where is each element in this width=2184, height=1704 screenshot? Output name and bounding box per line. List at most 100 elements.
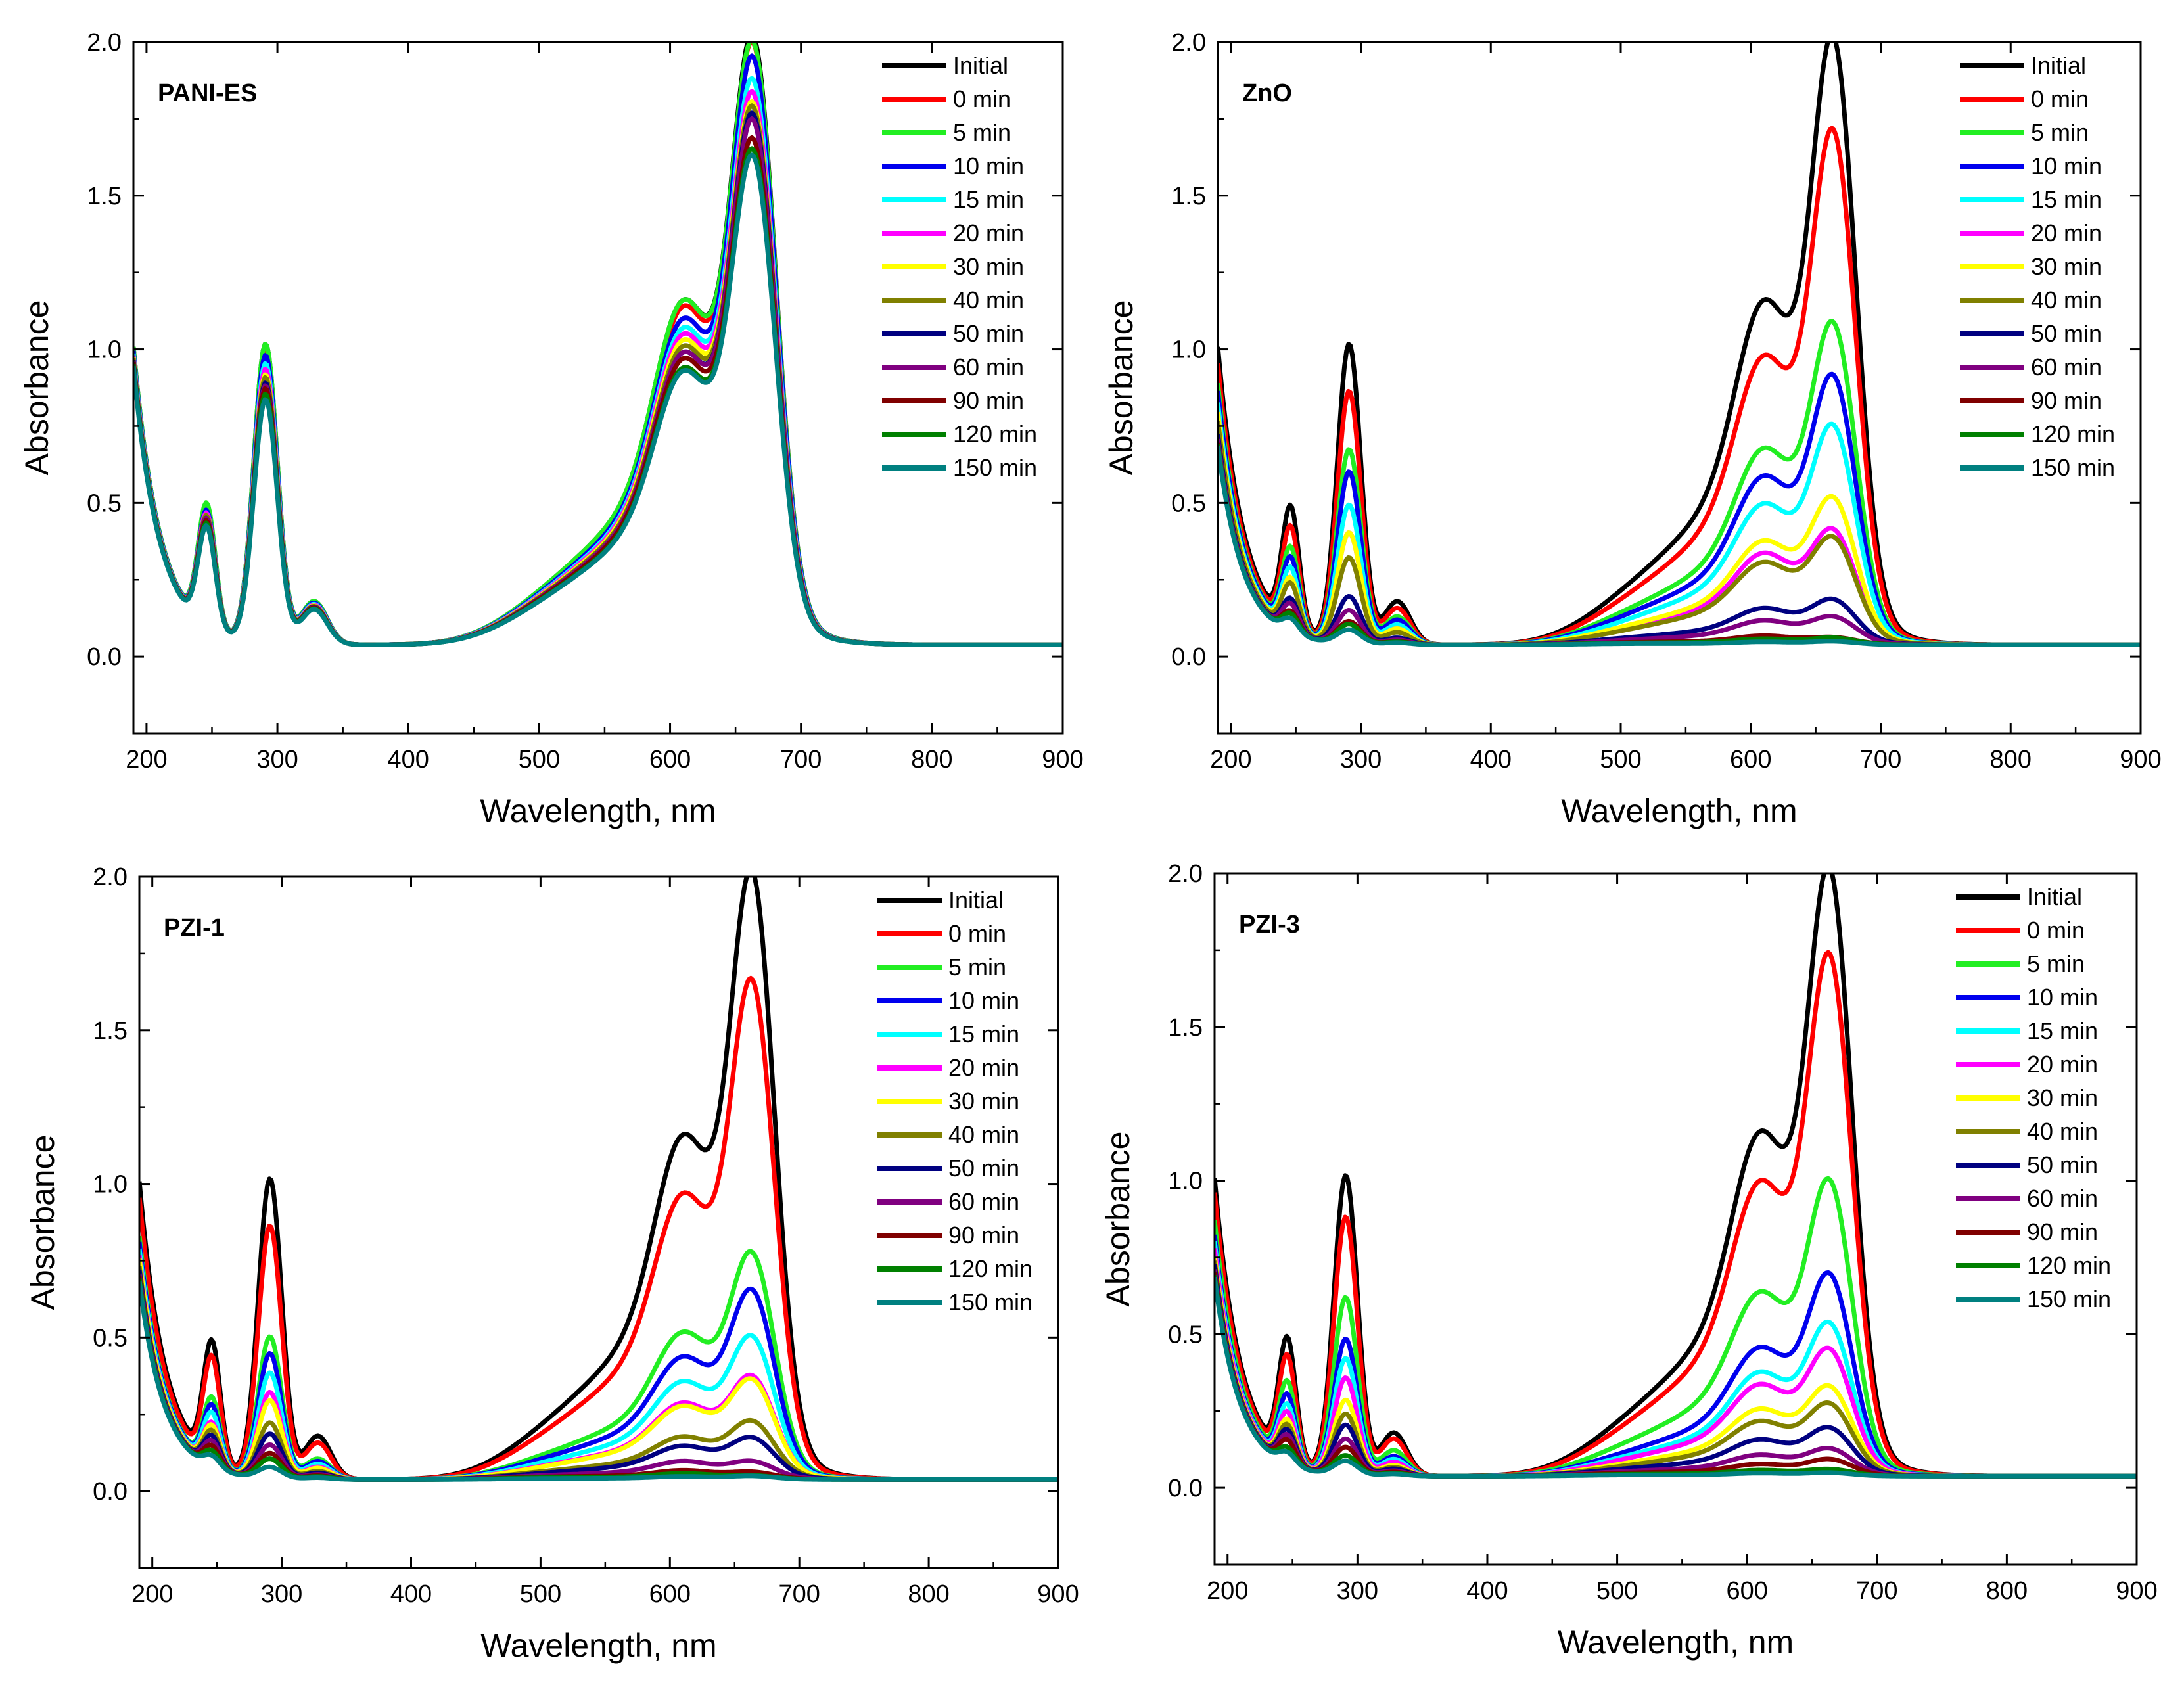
y-axis-title: Absorbance <box>18 300 55 476</box>
x-tick-label: 700 <box>1856 1577 1897 1605</box>
legend-label: 20 min <box>2027 1051 2098 1078</box>
legend-label: 90 min <box>2031 387 2102 414</box>
x-tick-label: 800 <box>908 1580 949 1608</box>
x-tick-label: 900 <box>1042 746 1083 773</box>
legend-label: 5 min <box>2031 119 2089 146</box>
x-tick-label: 800 <box>1986 1577 2028 1605</box>
legend-label: 0 min <box>2031 85 2089 112</box>
x-tick-label: 900 <box>1037 1580 1079 1608</box>
legend-label: 150 min <box>953 454 1037 481</box>
x-tick-label: 600 <box>1726 1577 1767 1605</box>
legend-label: Initial <box>2031 52 2086 79</box>
y-tick-label: 0.5 <box>87 490 122 517</box>
y-tick-label: 1.0 <box>1168 1168 1203 1195</box>
y-axis-title: Absorbance <box>1100 1132 1136 1307</box>
y-tick-label: 2.0 <box>93 864 128 891</box>
legend-label: 40 min <box>948 1121 1019 1148</box>
x-tick-label: 800 <box>911 746 952 773</box>
legend-label: 40 min <box>953 287 1024 313</box>
y-tick-label: 1.5 <box>1171 183 1206 210</box>
x-tick-label: 600 <box>1730 746 1771 773</box>
x-tick-label: 200 <box>126 746 167 773</box>
legend: Initial 0 min 5 min 10 min 15 min 20 min 30 mi… <box>877 887 1033 1316</box>
y-tick-label: 0.0 <box>1171 643 1206 671</box>
legend-label: 30 min <box>2027 1084 2098 1111</box>
legend-label: 15 min <box>2027 1017 2098 1044</box>
x-tick-label: 200 <box>1207 1577 1248 1605</box>
legend-label: 30 min <box>2031 253 2102 280</box>
legend-label: 50 min <box>2031 320 2102 347</box>
x-axis-title: Wavelength, nm <box>480 1627 716 1664</box>
y-tick-label: 1.5 <box>93 1017 128 1045</box>
legend-label: Initial <box>953 52 1008 79</box>
legend-label: 40 min <box>2031 287 2102 313</box>
legend-label: 20 min <box>2031 219 2102 246</box>
legend-label: 0 min <box>948 920 1006 947</box>
series-line-150-min <box>133 152 1063 647</box>
y-axis-title: Absorbance <box>1103 300 1140 476</box>
series-line-150-min <box>1215 1276 2137 1479</box>
legend-label: Initial <box>2027 883 2082 910</box>
legend-label: 50 min <box>948 1155 1019 1182</box>
legend-label: 20 min <box>953 219 1024 246</box>
y-tick-label: 2.0 <box>1171 29 1206 57</box>
legend-label: 10 min <box>953 152 1024 179</box>
panel-title: PZI-3 <box>1239 911 1300 938</box>
legend-label: 10 min <box>2031 152 2102 179</box>
series-line-150-min <box>139 1281 1058 1482</box>
y-tick-label: 1.5 <box>1168 1014 1203 1042</box>
legend-label: 120 min <box>2031 421 2115 448</box>
plot-frame <box>138 875 1059 1569</box>
series-lines <box>133 42 1063 647</box>
series-line-150-min <box>1218 445 2141 647</box>
x-axis-title: Wavelength, nm <box>1561 793 1797 829</box>
x-tick-label: 300 <box>261 1580 302 1608</box>
legend-label: 90 min <box>2027 1218 2098 1245</box>
legend-label: 90 min <box>953 387 1024 414</box>
chart-panel-2: 200 300 400 500 600 700 800 900 0.0 0.5 1.0 1.5 2.0 W… <box>1103 29 2162 829</box>
panel-title: PZI-1 <box>164 914 225 942</box>
legend-label: 5 min <box>2027 950 2085 977</box>
legend: Initial 0 min 5 min 10 min 15 min 20 min 30 mi… <box>882 52 1037 481</box>
panel-title: PANI-ES <box>158 80 257 107</box>
legend-label: 90 min <box>948 1222 1019 1249</box>
legend-label: 150 min <box>2027 1285 2111 1312</box>
x-tick-label: 600 <box>649 1580 691 1608</box>
legend-label: 60 min <box>953 354 1024 380</box>
legend-label: 10 min <box>948 987 1019 1014</box>
y-tick-label: 0.0 <box>93 1478 128 1506</box>
y-tick-label: 0.0 <box>1168 1475 1203 1502</box>
y-tick-label: 0.0 <box>87 643 122 671</box>
x-tick-label: 600 <box>649 746 691 773</box>
legend-label: 150 min <box>2031 454 2115 481</box>
x-tick-label: 500 <box>520 1580 561 1608</box>
series-lines <box>139 877 1058 1482</box>
legend-label: 40 min <box>2027 1118 2098 1145</box>
legend-label: 150 min <box>948 1289 1033 1316</box>
x-tick-label: 900 <box>2116 1577 2157 1605</box>
x-tick-label: 400 <box>1466 1577 1508 1605</box>
y-tick-label: 0.5 <box>1168 1321 1203 1348</box>
legend-label: 15 min <box>953 186 1024 213</box>
plot-frame <box>1213 872 2138 1566</box>
x-tick-label: 500 <box>1600 746 1641 773</box>
legend-label: 60 min <box>948 1188 1019 1215</box>
y-tick-label: 2.0 <box>1168 860 1203 888</box>
legend: Initial 0 min 5 min 10 min 15 min 20 min 30 mi… <box>1960 52 2115 481</box>
legend-label: 0 min <box>953 85 1011 112</box>
legend-label: 30 min <box>948 1088 1019 1115</box>
x-tick-label: 200 <box>1210 746 1251 773</box>
y-tick-label: 1.0 <box>93 1171 128 1199</box>
legend-label: 10 min <box>2027 984 2098 1011</box>
x-tick-label: 700 <box>780 746 822 773</box>
x-tick-label: 300 <box>1337 1577 1378 1605</box>
y-tick-label: 1.0 <box>1171 336 1206 364</box>
legend-label: 50 min <box>953 320 1024 347</box>
series-lines <box>1218 42 2141 647</box>
x-tick-label: 300 <box>1340 746 1382 773</box>
y-tick-label: 1.5 <box>87 183 122 210</box>
x-tick-label: 700 <box>778 1580 820 1608</box>
panel-title: ZnO <box>1242 80 1292 107</box>
x-tick-label: 500 <box>1596 1577 1638 1605</box>
